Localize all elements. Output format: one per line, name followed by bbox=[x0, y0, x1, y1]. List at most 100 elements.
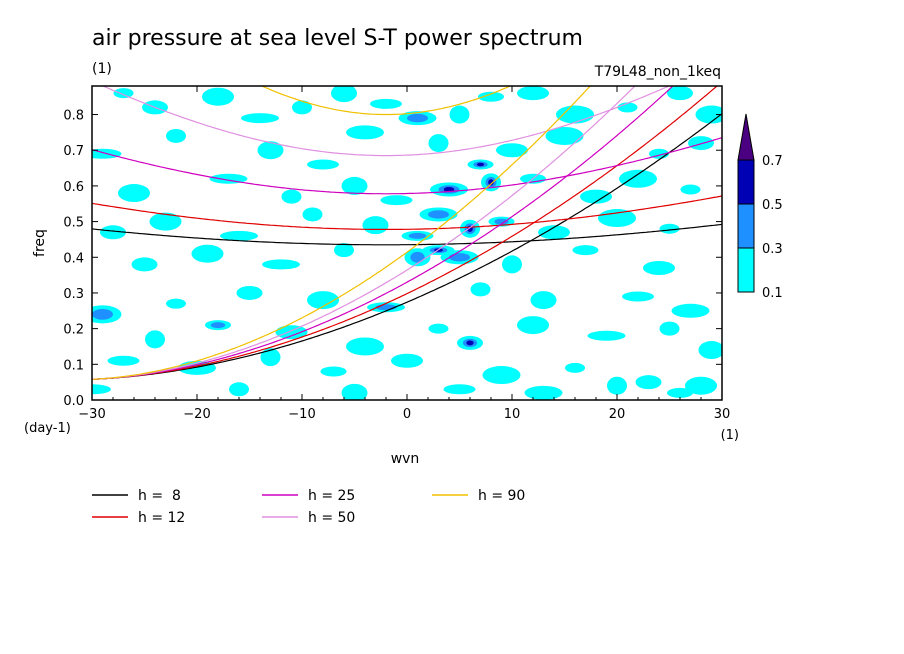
y-axis-units: (day-1) bbox=[24, 421, 71, 436]
contour-blob bbox=[680, 184, 701, 195]
contour-blob bbox=[587, 330, 626, 341]
dispersion-curves bbox=[92, 86, 722, 380]
contour-blob bbox=[131, 257, 158, 272]
contour-blob bbox=[220, 230, 258, 241]
colorbar-arrow bbox=[737, 113, 755, 161]
colorbar-segment bbox=[737, 247, 755, 293]
kelvin-curve bbox=[92, 113, 722, 380]
legend-label: h = 12 bbox=[138, 510, 185, 526]
contour-blob bbox=[580, 189, 612, 204]
plot-background bbox=[92, 86, 722, 400]
contour-blob bbox=[545, 126, 584, 145]
contour-blob bbox=[257, 141, 284, 160]
contour-blob bbox=[685, 376, 717, 395]
symmetric-curve bbox=[92, 195, 722, 230]
x-axis: −30 −20 −10 0 10 20 30 bbox=[78, 86, 730, 422]
contour-blob-high bbox=[466, 340, 474, 346]
legend: h = 8 h = 12 h = 25 h = 50 h = 90 bbox=[92, 488, 525, 526]
symmetric-curve bbox=[260, 86, 512, 116]
contour-blob-mid bbox=[449, 253, 470, 262]
contour-blob-mid bbox=[410, 251, 425, 263]
symmetric-curve bbox=[101, 86, 670, 157]
contour-blob bbox=[428, 134, 449, 153]
contour-blob bbox=[307, 159, 339, 170]
y-tick-label: 0.3 bbox=[63, 287, 84, 302]
contour-blob bbox=[667, 387, 693, 398]
colorbar-segment bbox=[737, 203, 755, 249]
contour-blob bbox=[145, 330, 165, 349]
y-tick-label: 0.0 bbox=[63, 394, 84, 409]
contour-blob bbox=[443, 384, 476, 395]
x-tick-label: −10 bbox=[288, 407, 315, 422]
contour-blob bbox=[334, 243, 354, 258]
contour-blob bbox=[346, 337, 384, 356]
contour-blob bbox=[275, 325, 308, 340]
x-tick-label: −20 bbox=[183, 407, 210, 422]
contour-blob bbox=[470, 282, 491, 297]
chart-title: air pressure at sea level S-T power spec… bbox=[92, 26, 583, 51]
contour-blob bbox=[166, 128, 186, 143]
contour-blob bbox=[362, 216, 389, 235]
contour-blob-mid bbox=[407, 113, 428, 123]
contour-blob bbox=[607, 376, 627, 395]
x-axis-label: wvn bbox=[391, 451, 420, 467]
contour-blob bbox=[635, 375, 662, 390]
y-tick-label: 0.7 bbox=[63, 144, 84, 159]
legend-label: h = 90 bbox=[478, 488, 525, 504]
contour-blob-mid bbox=[408, 232, 427, 239]
contour-blob bbox=[619, 169, 657, 188]
colorbar-segment bbox=[737, 159, 755, 205]
contour-blob-high bbox=[488, 179, 494, 186]
contour-blob bbox=[572, 245, 599, 256]
contour-blob bbox=[370, 98, 402, 109]
colorbar-label: 0.1 bbox=[762, 286, 783, 301]
y-tick-label: 0.6 bbox=[63, 180, 84, 195]
y-tick-label: 0.4 bbox=[63, 251, 84, 266]
contour-blob bbox=[449, 105, 470, 124]
contour-blob-high bbox=[476, 162, 485, 167]
contour-blob bbox=[391, 353, 423, 368]
contour-blob bbox=[341, 383, 368, 400]
contour-blob bbox=[502, 255, 522, 274]
contour-blob bbox=[698, 341, 722, 360]
legend-label: h = 50 bbox=[308, 510, 355, 526]
y-axis: 0.0 0.1 0.2 0.3 0.4 0.5 0.6 0.7 0.8 bbox=[63, 109, 722, 409]
contour-blob bbox=[320, 366, 347, 377]
x-axis-units: (1) bbox=[721, 428, 739, 443]
x-tick-label: 0 bbox=[403, 407, 411, 422]
x-tick-label: 30 bbox=[714, 407, 731, 422]
contour-blob bbox=[482, 366, 521, 385]
contour-blob bbox=[166, 298, 186, 309]
contour-blob bbox=[517, 86, 549, 101]
contour-blob bbox=[565, 362, 585, 373]
contour-blob bbox=[107, 355, 140, 366]
contour-blob bbox=[92, 384, 111, 395]
contour-blob bbox=[538, 225, 570, 240]
contour-blob bbox=[524, 385, 563, 400]
y-tick-label: 0.5 bbox=[63, 216, 84, 231]
contour-blob bbox=[262, 259, 300, 270]
contour-blob bbox=[302, 207, 323, 222]
kelvin-curve bbox=[92, 86, 636, 380]
run-label: T79L48_non_1keq bbox=[594, 64, 721, 80]
contour-blob bbox=[113, 88, 134, 99]
contour-blob bbox=[428, 323, 449, 334]
contour-blob bbox=[191, 244, 224, 263]
contour-blob bbox=[517, 316, 549, 335]
contour-blob bbox=[149, 212, 182, 231]
y-axis-label: freq bbox=[32, 229, 48, 257]
contour-blob bbox=[100, 225, 126, 240]
contour-blob bbox=[118, 184, 150, 203]
y-tick-label: 0.2 bbox=[63, 323, 84, 338]
contour-blob bbox=[643, 260, 675, 275]
contour-blob bbox=[346, 125, 384, 140]
contour-blob bbox=[530, 291, 557, 310]
contour-blob bbox=[659, 223, 680, 234]
y-tick-label: 0.1 bbox=[63, 358, 84, 373]
kelvin-curve bbox=[92, 86, 592, 380]
contour-blob-mid bbox=[210, 322, 226, 329]
contour-blob bbox=[341, 176, 368, 195]
contour-blob bbox=[281, 189, 302, 204]
contour-blob bbox=[292, 100, 312, 115]
